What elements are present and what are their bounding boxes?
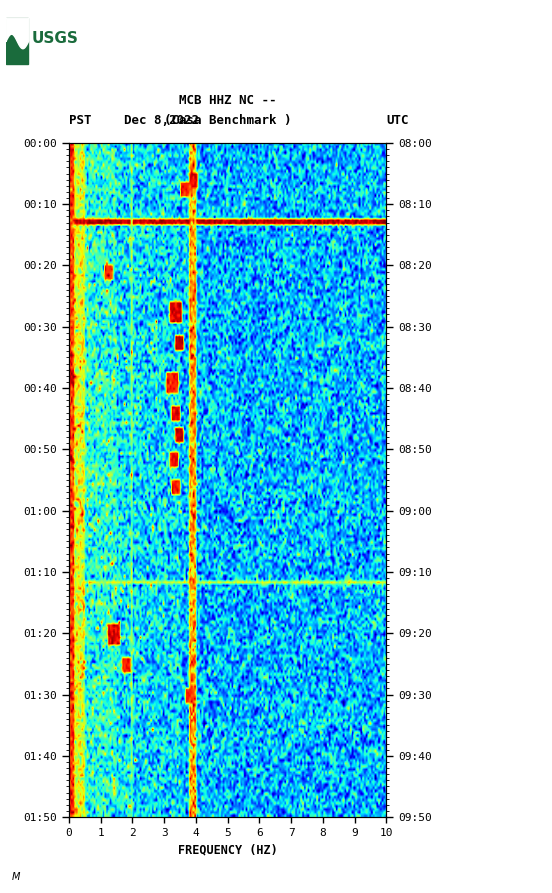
Text: $\mathit{M}$: $\mathit{M}$ (11, 870, 21, 881)
Text: USGS: USGS (31, 30, 78, 46)
X-axis label: FREQUENCY (HZ): FREQUENCY (HZ) (178, 843, 278, 856)
Text: PST: PST (69, 113, 92, 127)
Text: (Casa Benchmark ): (Casa Benchmark ) (164, 113, 291, 127)
Text: UTC: UTC (386, 113, 409, 127)
Text: MCB HHZ NC --: MCB HHZ NC -- (179, 94, 277, 107)
Text: Dec 8,2022: Dec 8,2022 (124, 113, 199, 127)
Bar (6, 18, 29, 64)
